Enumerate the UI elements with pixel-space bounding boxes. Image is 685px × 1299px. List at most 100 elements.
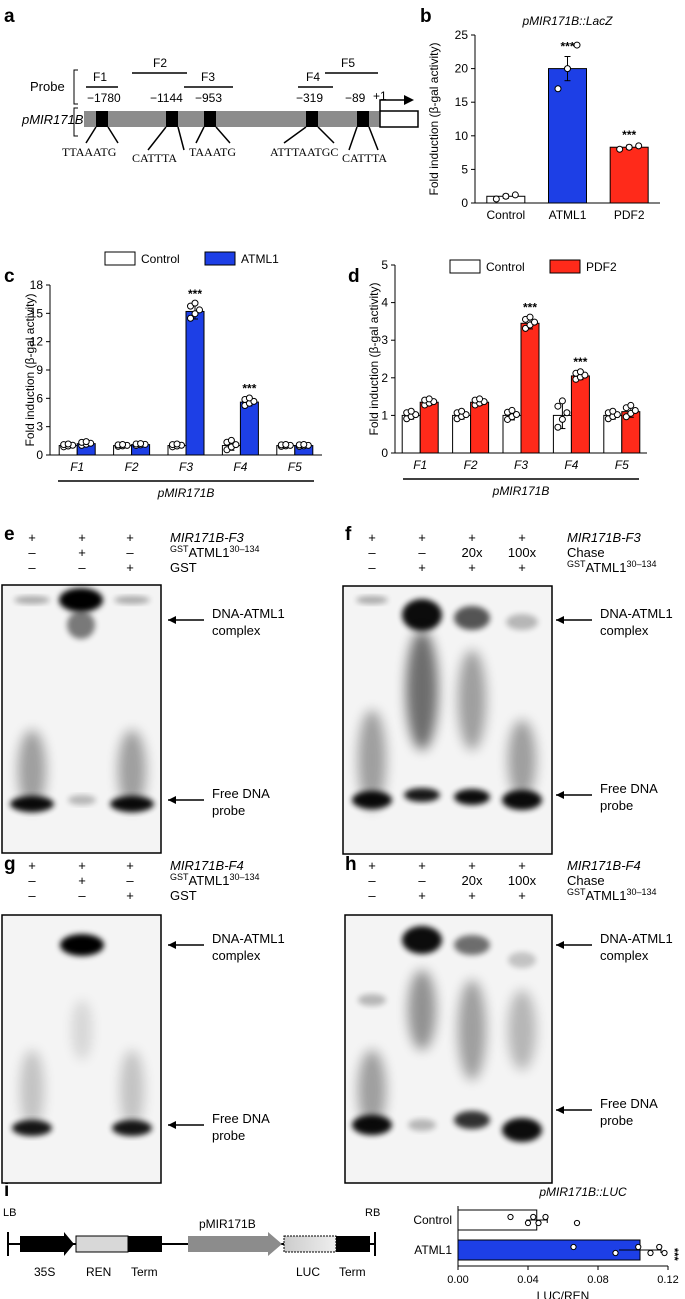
lane-sign: –	[28, 888, 36, 903]
x-tick-label: 0.00	[447, 1274, 468, 1286]
data-point	[573, 41, 581, 49]
emsa-e: + + + MIR171B-F3– + – GSTATML130–134– – + GSTDNA-…	[1, 530, 285, 854]
x-axis-label: LUC/REN	[537, 1289, 590, 1299]
y-tick-label: 9	[36, 363, 43, 377]
lane-sign: –	[368, 888, 376, 903]
data-point	[300, 441, 308, 449]
chart-b-lacz: 0 5 10 15 20 25 Fold induction (β-gal activity…	[427, 14, 660, 222]
free-label-line2: probe	[600, 798, 633, 813]
y-tick-label: 4	[381, 296, 388, 310]
lane-sign: +	[518, 858, 526, 873]
x-tick-label: F3	[179, 460, 193, 474]
position-953: −953	[195, 91, 222, 105]
free-arrowhead	[556, 1106, 564, 1114]
lane-sign: –	[126, 545, 134, 560]
free-label-line2: probe	[600, 1113, 633, 1128]
data-point	[635, 142, 643, 150]
complex-label-line1: DNA-ATML1	[212, 606, 285, 621]
complex-arrowhead	[168, 616, 176, 624]
data-point	[196, 306, 203, 314]
y-tick-label: 2	[381, 371, 388, 385]
complex-arrowhead	[556, 616, 564, 624]
data-point	[554, 85, 562, 93]
gel-band	[67, 611, 95, 639]
data-point	[119, 441, 127, 449]
gel-band	[458, 650, 486, 750]
construct-diagram: LB RB 35S REN Term pMIR171B LUC Term	[3, 1207, 380, 1279]
lane-sign: +	[78, 858, 86, 873]
gel-band	[68, 795, 96, 805]
lane-sign: –	[418, 873, 426, 888]
x-tick-label: F4	[564, 458, 578, 472]
bar	[457, 1239, 641, 1261]
panel-label-f: f	[345, 524, 352, 545]
data-point	[622, 413, 630, 421]
data-point	[531, 318, 538, 326]
y-tick-label: 15	[30, 306, 44, 320]
x-tick-label: F3	[514, 458, 528, 472]
y-tick-label: 15	[455, 95, 469, 109]
lane-sign: +	[418, 858, 426, 873]
x-tick-label: ATML1	[549, 208, 587, 222]
data-point	[612, 1249, 619, 1257]
data-point	[627, 401, 635, 409]
data-point	[570, 1243, 577, 1251]
y-tick-label: ATML1	[414, 1243, 452, 1257]
x-tick-label: F1	[413, 458, 427, 472]
motif-seq-2: CATTTA	[132, 151, 177, 165]
significance-mark: ***	[560, 40, 574, 54]
lane-sign: +	[468, 858, 476, 873]
ren-gene	[75, 1235, 129, 1253]
fragment-f4: F4	[306, 70, 320, 84]
legend-label: Control	[141, 252, 180, 266]
bar	[239, 401, 259, 456]
x-tick-label: 0.04	[517, 1274, 538, 1286]
panel-label-c: c	[4, 266, 15, 287]
x-axis-label: pMIR171B	[157, 486, 215, 500]
row-label: MIR171B-F4	[170, 858, 244, 873]
x-tick-label: F5	[615, 458, 629, 472]
bar	[548, 68, 587, 204]
gel-band	[402, 599, 442, 631]
data-point	[656, 1243, 663, 1251]
lane-sign: +	[126, 888, 134, 903]
fragment-f1: F1	[93, 70, 107, 84]
data-point	[524, 1219, 532, 1227]
gel-band	[506, 614, 538, 630]
lane-sign: 100x	[508, 545, 537, 560]
data-point	[227, 436, 235, 444]
gel-band	[454, 606, 490, 630]
y-tick-label: 5	[381, 258, 388, 272]
lane-sign: –	[368, 873, 376, 888]
x-tick-label: PDF2	[614, 208, 645, 222]
panel-label-b: b	[420, 6, 432, 27]
bar	[185, 310, 205, 456]
data-point	[412, 411, 420, 419]
lane-sign: +	[368, 858, 376, 873]
lane-sign: +	[126, 858, 134, 873]
data-point	[191, 299, 199, 307]
lane-sign: +	[28, 530, 36, 545]
y-tick-label: 3	[381, 333, 388, 347]
lane-sign: +	[78, 530, 86, 545]
lane-sign: +	[418, 560, 426, 575]
bar	[470, 401, 490, 454]
data-point	[507, 1213, 514, 1221]
lane-sign: +	[468, 530, 476, 545]
lane-sign: –	[28, 560, 36, 575]
bar	[419, 401, 439, 454]
free-label-line2: probe	[212, 803, 245, 818]
bar	[457, 1209, 538, 1231]
legend-swatch	[204, 251, 236, 266]
data-point	[511, 191, 519, 199]
free-label-line2: probe	[212, 1128, 245, 1143]
data-point	[407, 407, 415, 415]
row-label: GST	[170, 560, 197, 575]
lane-sign: +	[518, 888, 526, 903]
y-tick-label: Control	[413, 1213, 452, 1227]
motif-leader-4	[283, 126, 335, 144]
significance-mark: ***	[573, 355, 587, 369]
data-point	[616, 145, 624, 153]
row-label: GST	[170, 888, 197, 903]
